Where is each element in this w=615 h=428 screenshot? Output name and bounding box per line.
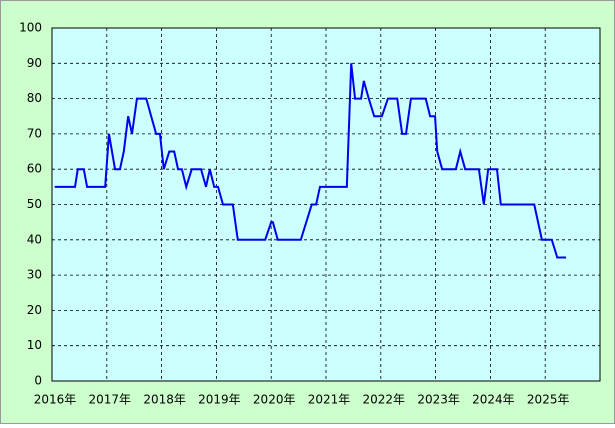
y-tick-label: 80 <box>27 91 42 105</box>
line <box>54 63 567 259</box>
y-tick-label: 10 <box>27 338 42 352</box>
y-tick-label: 0 <box>34 374 42 388</box>
y-tick-label: 50 <box>27 197 42 211</box>
y-tick-label: 40 <box>27 232 42 246</box>
x-tick-label: 2021年 <box>308 393 351 407</box>
y-tick-label: 90 <box>27 56 42 70</box>
y-tick-label: 30 <box>27 268 42 282</box>
x-tick-label: 2024年 <box>472 393 515 407</box>
y-tick-label: 20 <box>27 303 42 317</box>
x-tick-label: 2019年 <box>198 393 241 407</box>
y-tick-label: 60 <box>27 162 42 176</box>
x-tick-label: 2016年 <box>34 393 77 407</box>
x-tick-label: 2018年 <box>143 393 186 407</box>
x-tick-label: 2025年 <box>527 393 570 407</box>
x-tick-label: 2017年 <box>89 393 132 407</box>
y-tick-label: 70 <box>27 126 42 140</box>
x-tick-label: 2022年 <box>363 393 406 407</box>
y-tick-label: 100 <box>19 21 42 35</box>
x-tick-label: 2020年 <box>253 393 296 407</box>
x-tick-label: 2023年 <box>417 393 460 407</box>
